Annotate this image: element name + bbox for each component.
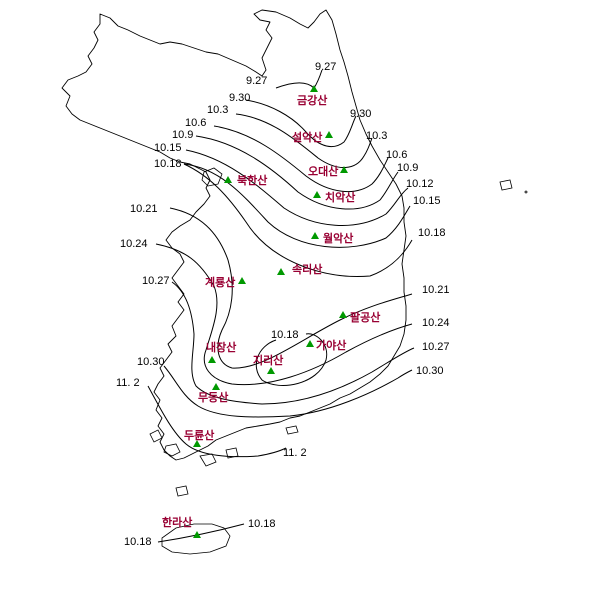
gyeryong-marker-icon <box>238 277 246 284</box>
label-9-27-left: 9.27 <box>246 75 267 87</box>
isoline-10-6 <box>213 125 389 193</box>
label-10-18-left: 10.18 <box>154 158 182 170</box>
mountain-label-gyeryong: 계룡산 <box>205 275 235 289</box>
label-10-18-jeju-right: 10.18 <box>248 518 276 530</box>
label-10-12-right: 10.12 <box>406 178 434 190</box>
woraks-marker-icon <box>311 232 319 239</box>
label-10-24-left: 10.24 <box>120 238 148 250</box>
isoline-9-30 <box>245 99 357 148</box>
mountain-label-woraks: 월악산 <box>323 231 353 245</box>
label-10-9-left: 10.9 <box>172 129 193 141</box>
mountain-label-odae: 오대산 <box>308 164 338 178</box>
isoline-10-18-jeju <box>157 523 245 543</box>
mountain-label-naejang: 내장산 <box>206 340 236 354</box>
mountain-label-chiak: 치악산 <box>325 190 355 204</box>
isoline-10-15 <box>183 163 411 248</box>
palgong-marker-icon <box>339 311 347 318</box>
label-11-2-left: 11. 2 <box>116 377 140 389</box>
label-11-2-right: 11. 2 <box>283 447 307 459</box>
label-10-21-right: 10.21 <box>422 284 450 296</box>
label-10-30-left: 10.30 <box>137 356 165 368</box>
isoline-10-3 <box>235 113 373 168</box>
mountain-label-songni: 속리산 <box>292 262 322 276</box>
mountain-markers <box>193 85 348 538</box>
coastline <box>61 9 407 461</box>
duryun-marker-icon <box>193 440 201 447</box>
isoline-11-2 <box>147 385 287 458</box>
label-10-3-right: 10.3 <box>366 130 387 142</box>
label-10-27-left: 10.27 <box>142 275 170 287</box>
naejang-marker-icon <box>208 356 216 363</box>
mountain-label-halla: 한라산 <box>162 515 192 529</box>
jiri-marker-icon <box>267 367 275 374</box>
label-10-3-left: 10.3 <box>207 104 228 116</box>
label-10-15-left: 10.15 <box>154 142 182 154</box>
label-10-30-right: 10.30 <box>416 365 444 377</box>
isoline-10-24 <box>155 243 413 386</box>
label-10-24-right: 10.24 <box>422 317 450 329</box>
label-10-18-jeju-left: 10.18 <box>124 536 152 548</box>
halla-marker-icon <box>193 531 201 538</box>
label-10-18-jiri: 10.18 <box>271 329 299 341</box>
mountain-label-duryun: 두륜산 <box>184 428 214 442</box>
label-9-30-right: 9.30 <box>350 108 371 120</box>
isoline-10-12 <box>185 149 409 226</box>
isoline-10-30 <box>163 365 413 418</box>
mountain-label-mudeung: 무등산 <box>198 390 228 404</box>
mudeung-marker-icon <box>212 383 220 390</box>
mountain-label-gaya: 가야산 <box>316 338 346 352</box>
mountain-labels: 금강산 설악산 오대산 치악산 북한산 월악산 속리산 계룡산 팔공산 가야산 … <box>162 93 380 529</box>
mountain-label-jiri: 지리산 <box>253 353 283 367</box>
label-10-27-right: 10.27 <box>422 341 450 353</box>
seorak-marker-icon <box>325 131 333 138</box>
gaya-marker-icon <box>306 340 314 347</box>
mountain-label-bukhan: 북한산 <box>237 173 267 187</box>
mountain-label-palgong: 팔공산 <box>350 310 380 324</box>
isoline-10-27 <box>171 281 415 405</box>
jeju-island <box>161 523 231 555</box>
isoline-10-18-jiri <box>255 333 328 387</box>
label-9-30-left: 9.30 <box>229 92 250 104</box>
label-10-6-left: 10.6 <box>185 117 206 129</box>
label-10-18-right: 10.18 <box>418 227 446 239</box>
isoline-labels: 9.27 9.27 9.30 9.30 10.3 10.3 10.6 10.6 … <box>116 61 450 548</box>
label-10-15-right: 10.15 <box>413 195 441 207</box>
songni-marker-icon <box>277 268 285 275</box>
label-10-6-right: 10.6 <box>386 149 407 161</box>
geumgang-marker-icon <box>310 85 318 92</box>
isoline-10-9 <box>195 135 399 210</box>
odae-marker-icon <box>340 166 348 173</box>
label-10-21-left: 10.21 <box>130 203 158 215</box>
bukhan-marker-icon <box>224 176 232 183</box>
islands <box>149 167 528 555</box>
mountain-label-seorak: 설악산 <box>292 130 322 144</box>
label-10-9-right: 10.9 <box>397 162 418 174</box>
mountain-label-geumgang: 금강산 <box>297 93 327 107</box>
label-9-27-right: 9.27 <box>315 61 336 73</box>
isoline-10-21 <box>169 207 413 369</box>
isoline-10-18-north <box>183 163 413 277</box>
chiak-marker-icon <box>313 191 321 198</box>
